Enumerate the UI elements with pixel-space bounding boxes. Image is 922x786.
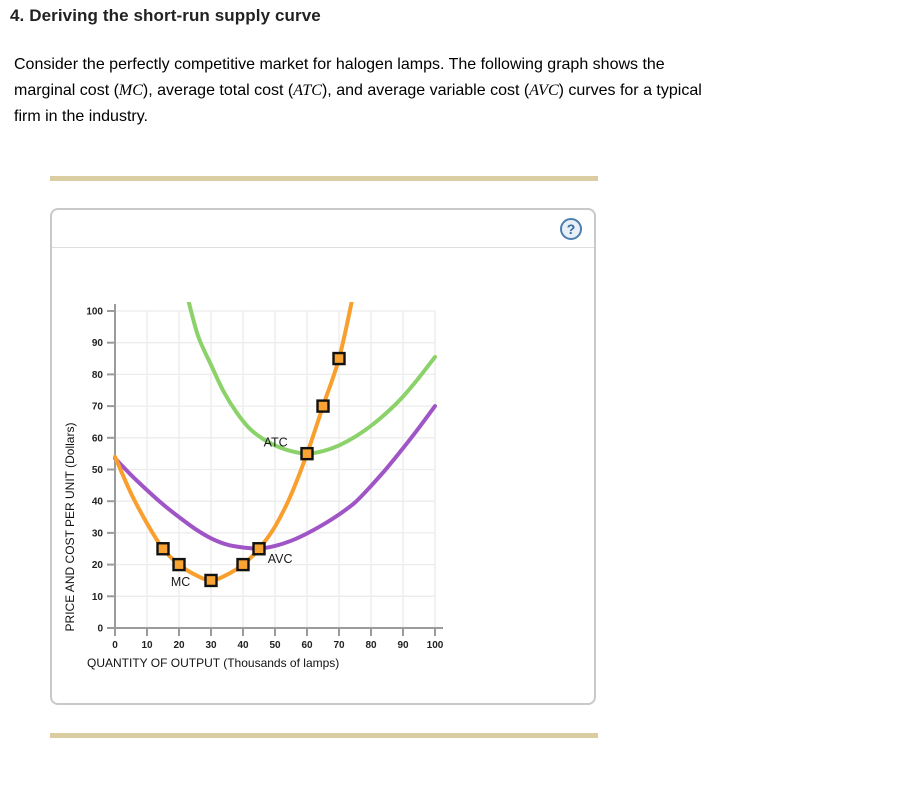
- atc-curve-label: ATC: [264, 436, 288, 450]
- chart-area: 0 10 20 30 40 50 60 70 80 90 100 0 10 20 30 40 50 60 70 80 9…: [52, 290, 598, 695]
- mc-point-marker[interactable]: [316, 399, 330, 413]
- x-tick-label: 30: [205, 640, 217, 651]
- x-tick-label: 70: [333, 640, 345, 651]
- avc-curve: [113, 404, 437, 551]
- y-tick-label: 90: [92, 338, 104, 349]
- y-tick-label: 100: [86, 307, 103, 318]
- bottom-divider: [50, 733, 598, 738]
- x-tick-label: 100: [427, 640, 444, 651]
- axes: [107, 304, 443, 636]
- x-tick-label: 80: [365, 640, 377, 651]
- x-tick-label: 40: [237, 640, 249, 651]
- y-tick-label: 10: [92, 592, 104, 603]
- x-tick-label: 10: [141, 640, 153, 651]
- y-tick-label: 0: [97, 624, 103, 635]
- question-panel: ? 0 10 20 30 40 50 60 70 80 90 100 0 10 20 30 40 50 60 70 8…: [50, 208, 596, 705]
- question-mark-icon: ?: [566, 221, 576, 237]
- intro-text: Consider the perfectly competitive marke…: [14, 56, 702, 125]
- x-tick-label: 50: [269, 640, 281, 651]
- panel-header: ?: [52, 210, 594, 248]
- x-tick-label: 90: [397, 640, 409, 651]
- tick-labels: 0 10 20 30 40 50 60 70 80 90 100 0 10 20 30 40 50 60 70 80 9…: [86, 307, 443, 652]
- y-tick-label: 40: [92, 497, 104, 508]
- y-tick-label: 30: [92, 528, 104, 539]
- y-axis-title: PRICE AND COST PER UNIT (Dollars): [63, 423, 77, 632]
- mc-point-marker[interactable]: [332, 351, 346, 366]
- x-tick-label: 20: [173, 640, 185, 651]
- mc-point-marker[interactable]: [172, 557, 186, 572]
- page-title: 4. Deriving the short-run supply curve: [10, 6, 321, 25]
- avc-curve-label: AVC: [268, 552, 293, 566]
- y-tick-label: 80: [92, 370, 104, 381]
- top-divider: [50, 176, 598, 181]
- mc-point-marker[interactable]: [252, 542, 266, 556]
- y-tick-label: 60: [92, 433, 104, 444]
- help-button[interactable]: ?: [560, 218, 582, 240]
- y-tick-label: 70: [92, 402, 104, 413]
- curve-labels: ATC AVC MC: [171, 436, 293, 589]
- x-tick-label: 0: [112, 640, 118, 651]
- mc-curve-label: MC: [171, 575, 190, 589]
- y-tick-label: 20: [92, 560, 104, 571]
- cost-curves-chart: 0 10 20 30 40 50 60 70 80 90 100 0 10 20 30 40 50 60 70 80 9…: [63, 302, 444, 670]
- mc-point-marker[interactable]: [300, 446, 314, 461]
- mc-point-marker[interactable]: [156, 542, 170, 556]
- y-tick-label: 50: [92, 465, 104, 476]
- curves: [113, 302, 437, 583]
- mc-point-markers: [156, 351, 346, 588]
- mc-curve: [113, 302, 354, 583]
- x-axis-title: QUANTITY OF OUTPUT (Thousands of lamps): [87, 656, 339, 670]
- x-tick-label: 60: [301, 640, 313, 651]
- mc-point-marker[interactable]: [236, 557, 250, 572]
- mc-point-marker[interactable]: [204, 573, 218, 588]
- atc-curve: [186, 302, 437, 456]
